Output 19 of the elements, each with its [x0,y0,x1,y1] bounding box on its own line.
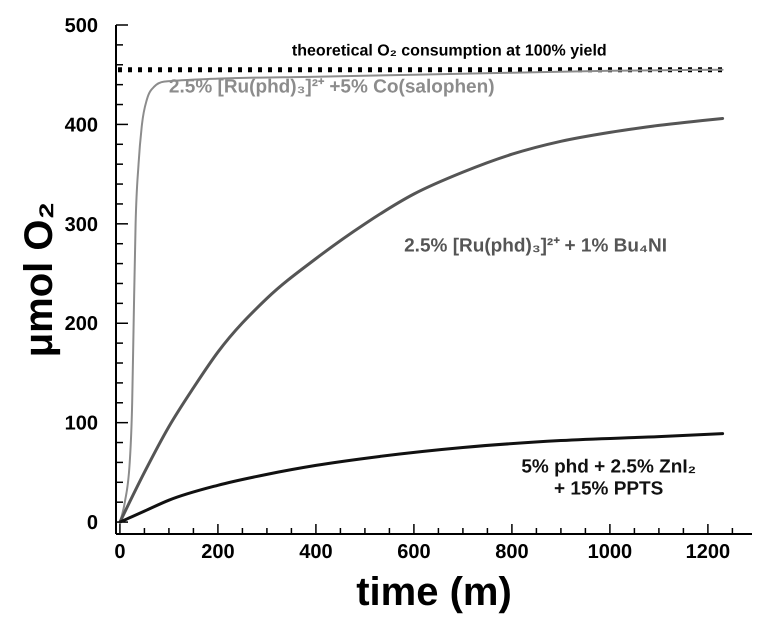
series-label: 2.5% [Ru(phd)₃]²⁺ + 1% Bu₄NI [404,236,668,257]
x-tick-label: 0 [114,541,126,563]
y-tick-label: 400 [64,114,98,136]
y-tick-label: 300 [64,214,98,236]
x-tick-label: 400 [299,541,333,563]
x-axis-title: time (m) [356,570,512,614]
x-tick-label: 200 [201,541,235,563]
series-label: 5% phd + 2.5% ZnI₂ + 15% PPTS [521,456,696,500]
x-tick-label: 1200 [686,541,730,563]
x-tick-label: 1000 [588,541,632,563]
x-tick-label: 800 [495,541,529,563]
y-tick-label: 200 [64,313,98,336]
y-axis-title: μmol O₂ [17,202,61,358]
y-tick-label: 0 [86,512,98,534]
y-tick-label: 100 [64,412,98,435]
y-tick-label: 500 [64,15,98,37]
ref-line-label: theoretical O₂ consumption at 100% yield [292,42,607,60]
x-tick-label: 600 [397,541,431,563]
line-series [118,432,724,524]
